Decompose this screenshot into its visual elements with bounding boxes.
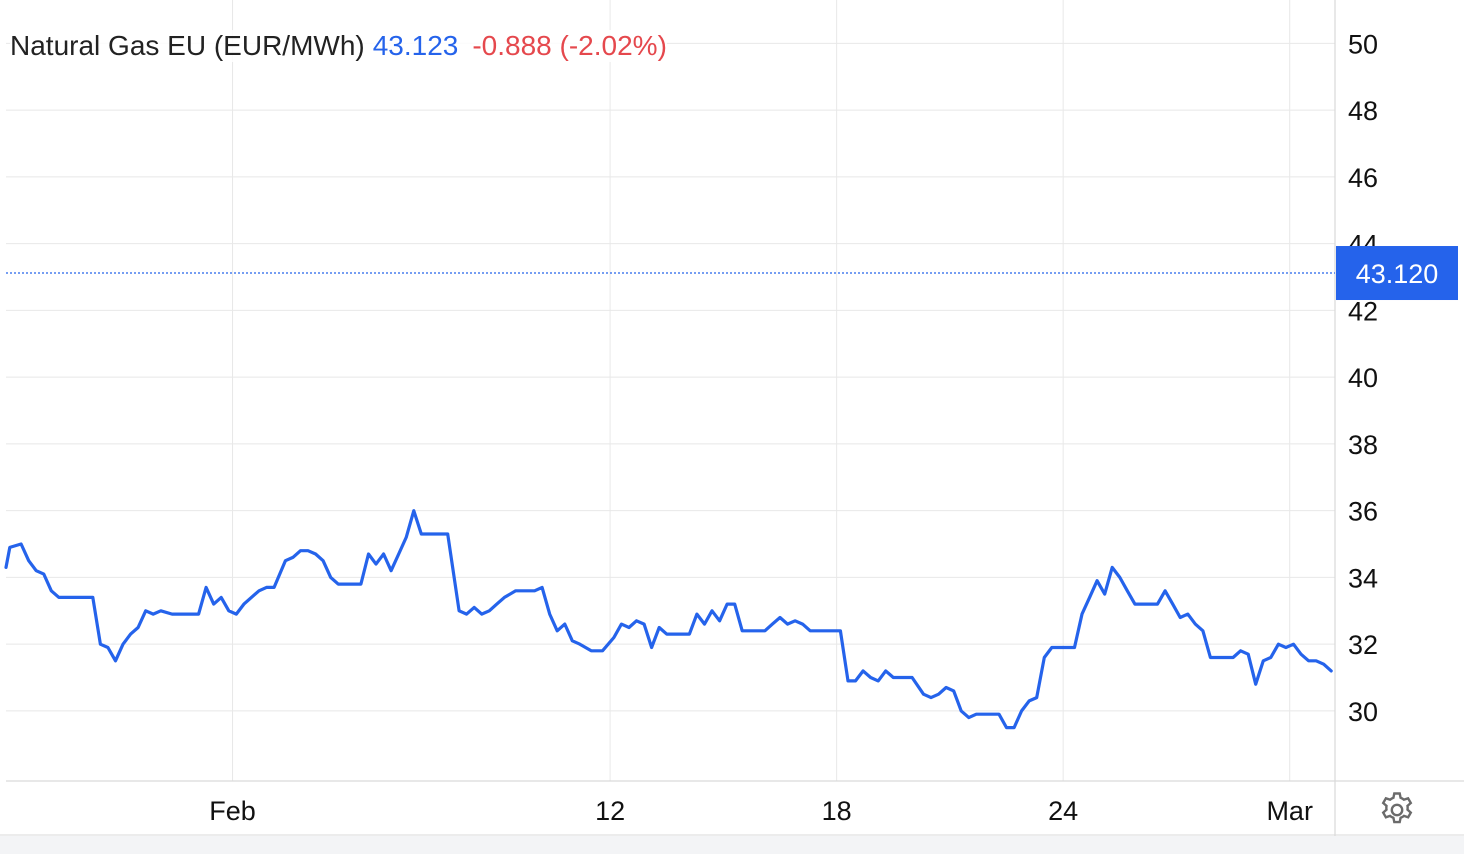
y-tick-label: 42 xyxy=(1348,296,1378,326)
y-tick-label: 48 xyxy=(1348,96,1378,126)
y-tick-label: 32 xyxy=(1348,630,1378,660)
series-layer xyxy=(4,509,1333,730)
x-tick-label: Feb xyxy=(209,796,256,826)
y-tick-label: 50 xyxy=(1348,29,1378,59)
price-tag-label: 43.120 xyxy=(1356,259,1439,289)
x-tick-label: 24 xyxy=(1048,796,1078,826)
last-price-marker: 43.120 xyxy=(6,246,1458,301)
y-tick-label: 38 xyxy=(1348,430,1378,460)
axes xyxy=(0,0,1464,836)
series-line xyxy=(4,509,1333,730)
y-tick-label: 40 xyxy=(1348,363,1378,393)
price-change: -0.888 (-2.02%) xyxy=(472,30,667,61)
chart-legend: Natural Gas EU (EUR/MWh) 43.123 -0.888 (-2… xyxy=(10,30,667,62)
footer-strip xyxy=(0,836,1464,854)
x-tick-label: Mar xyxy=(1266,796,1313,826)
x-axis-ticks: Feb 12 18 24 Mar xyxy=(209,796,1313,826)
y-tick-label: 46 xyxy=(1348,163,1378,193)
price-tag xyxy=(1336,246,1458,301)
settings-button[interactable] xyxy=(1377,790,1417,830)
instrument-name: Natural Gas EU (EUR/MWh) xyxy=(10,30,365,61)
y-tick-label: 36 xyxy=(1348,497,1378,527)
grid-lines xyxy=(6,0,1335,781)
y-tick-label: 30 xyxy=(1348,697,1378,727)
x-tick-label: 18 xyxy=(822,796,852,826)
x-tick-label: 12 xyxy=(595,796,625,826)
current-value: 43.123 xyxy=(372,30,459,61)
gear-icon xyxy=(1381,792,1413,824)
y-tick-label: 34 xyxy=(1348,563,1378,593)
